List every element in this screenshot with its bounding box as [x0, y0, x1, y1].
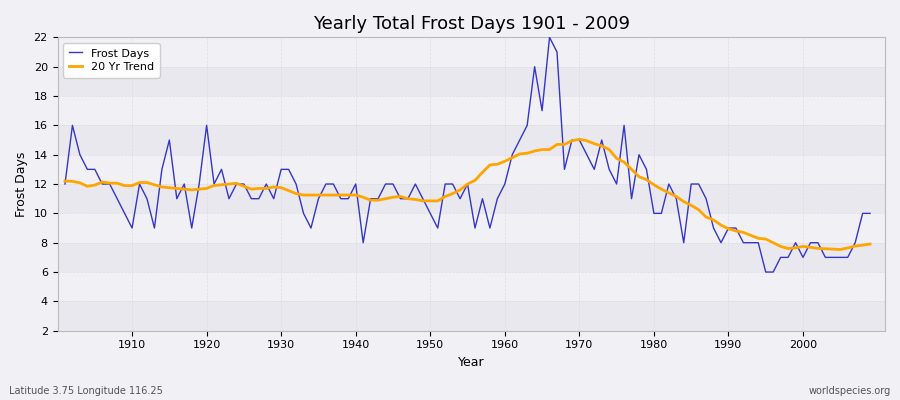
20 Yr Trend: [865, 242, 876, 246]
Frost Days: [59, 182, 70, 186]
20 Yr Trend: [284, 188, 294, 193]
20 Yr Trend: [597, 144, 608, 148]
Bar: [58, 301, 885, 331]
Frost Days: [492, 196, 503, 201]
Text: Latitude 3.75 Longitude 116.25: Latitude 3.75 Longitude 116.25: [9, 386, 163, 396]
X-axis label: Year: Year: [458, 356, 484, 369]
20 Yr Trend: [328, 193, 338, 198]
Bar: [58, 125, 885, 155]
Frost Days: [597, 138, 608, 142]
20 Yr Trend: [59, 179, 70, 184]
Line: 20 Yr Trend: 20 Yr Trend: [65, 139, 870, 250]
Bar: [58, 243, 885, 272]
Title: Yearly Total Frost Days 1901 - 2009: Yearly Total Frost Days 1901 - 2009: [313, 15, 630, 33]
Frost Days: [865, 211, 876, 216]
20 Yr Trend: [119, 183, 130, 188]
20 Yr Trend: [574, 137, 585, 142]
Frost Days: [500, 182, 510, 186]
20 Yr Trend: [492, 162, 503, 167]
Bar: [58, 184, 885, 213]
20 Yr Trend: [500, 159, 510, 164]
Legend: Frost Days, 20 Yr Trend: Frost Days, 20 Yr Trend: [63, 43, 159, 78]
Line: Frost Days: Frost Days: [65, 37, 870, 272]
Y-axis label: Frost Days: Frost Days: [15, 151, 28, 217]
Frost Days: [328, 182, 338, 186]
Bar: [58, 67, 885, 96]
20 Yr Trend: [835, 247, 846, 252]
Text: worldspecies.org: worldspecies.org: [809, 386, 891, 396]
Frost Days: [119, 211, 130, 216]
Frost Days: [760, 270, 771, 274]
Frost Days: [544, 35, 555, 40]
Frost Days: [284, 167, 294, 172]
